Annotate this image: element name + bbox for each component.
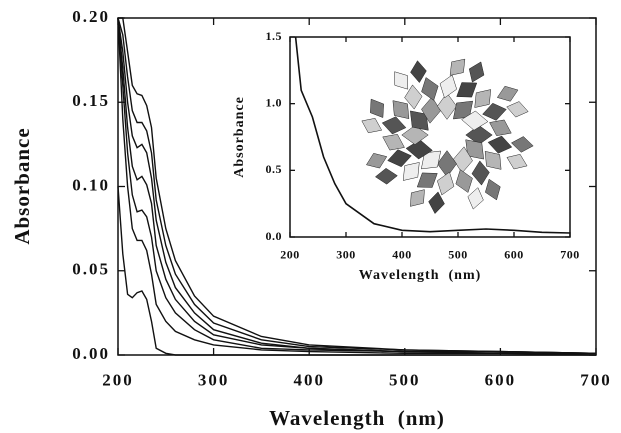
y-tick-label: 0.0 <box>266 229 283 243</box>
y-tick-label: 0.10 <box>72 175 110 194</box>
x-tick-label: 400 <box>293 370 325 389</box>
x-tick-label: 400 <box>392 247 412 261</box>
y-tick-label: 0.5 <box>266 162 283 176</box>
y-axis-label: Absorbance <box>10 127 34 244</box>
y-tick-label: 1.0 <box>266 95 283 109</box>
x-tick-label: 500 <box>448 247 468 261</box>
polyhedron <box>450 59 465 75</box>
x-tick-label: 300 <box>336 247 356 261</box>
x-axis-label: Wavelength (nm) <box>269 406 445 430</box>
x-tick-label: 600 <box>504 247 524 261</box>
y-tick-label: 0.05 <box>72 260 110 279</box>
x-axis-label: Wavelength (nm) <box>359 268 482 283</box>
x-tick-label: 500 <box>389 370 421 389</box>
y-tick-label: 1.5 <box>266 29 283 43</box>
x-tick-label: 200 <box>280 247 300 261</box>
y-axis-label: Absorbance <box>232 96 247 178</box>
x-tick-label: 700 <box>560 247 580 261</box>
x-tick-label: 700 <box>580 370 612 389</box>
chart: 0.00 0.05 0.10 0.15 0.20 200 300 400 500 600 700 Wa… <box>0 0 621 433</box>
x-tick-label: 600 <box>485 370 517 389</box>
y-tick-label: 0.15 <box>72 91 110 110</box>
y-tick-label: 0.20 <box>72 7 110 26</box>
x-tick-label: 300 <box>198 370 230 389</box>
x-tick-label: 200 <box>102 370 134 389</box>
y-tick-label: 0.00 <box>72 344 110 363</box>
